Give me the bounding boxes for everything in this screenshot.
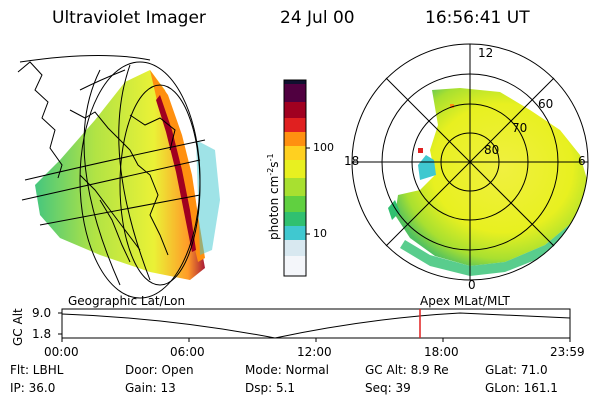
timeline-xtick: 12:00 — [297, 345, 332, 359]
geographic-image — [17, 54, 220, 299]
timeline-ylabel: GC Alt — [11, 308, 25, 346]
colorbar-unit-label: photon cm-2s-1 — [266, 153, 281, 240]
info-dsp: Dsp: 5.1 — [245, 381, 296, 395]
lat-label-80: 80 — [484, 143, 500, 157]
timeline-xtick: 06:00 — [170, 345, 205, 359]
colorbar — [283, 79, 310, 277]
geo-panel-label: Geographic Lat/Lon — [68, 294, 186, 308]
timeline — [58, 308, 571, 342]
info-door: Door: Open — [125, 363, 194, 377]
lat-label-60: 60 — [538, 97, 554, 111]
lat-label-70: 70 — [512, 121, 528, 135]
colorbar-tick-100: 100 — [313, 141, 334, 154]
timeline-ytick-high: 9.0 — [32, 306, 52, 320]
apex-panel-label: Apex MLat/MLT — [420, 294, 510, 308]
mlt-label-6: 6 — [578, 154, 586, 168]
timeline-ytick-low: 1.8 — [32, 327, 52, 341]
info-glat: GLat: 71.0 — [485, 363, 548, 377]
timeline-xtick: 00:00 — [44, 345, 79, 359]
timeline-xtick: 23:59 — [550, 345, 585, 359]
date-label: 24 Jul 00 — [280, 8, 355, 28]
info-filter: Flt: LBHL — [10, 363, 64, 377]
mlt-label-12: 12 — [478, 46, 494, 60]
instrument-title: Ultraviolet Imager — [52, 8, 206, 28]
time-label: 16:56:41 UT — [425, 8, 530, 28]
info-ip: IP: 36.0 — [10, 381, 56, 395]
mlt-label-0: 0 — [468, 278, 476, 292]
polar-plot — [351, 43, 589, 281]
info-mode: Mode: Normal — [245, 363, 329, 377]
info-gain: Gain: 13 — [125, 381, 176, 395]
timeline-xtick: 18:00 — [424, 345, 459, 359]
info-glon: GLon: 161.1 — [485, 381, 558, 395]
colorbar-tick-10: 10 — [313, 227, 327, 240]
mlt-label-18: 18 — [344, 154, 360, 168]
info-seq: Seq: 39 — [365, 381, 411, 395]
info-gc-alt: GC Alt: 8.9 Re — [365, 363, 449, 377]
